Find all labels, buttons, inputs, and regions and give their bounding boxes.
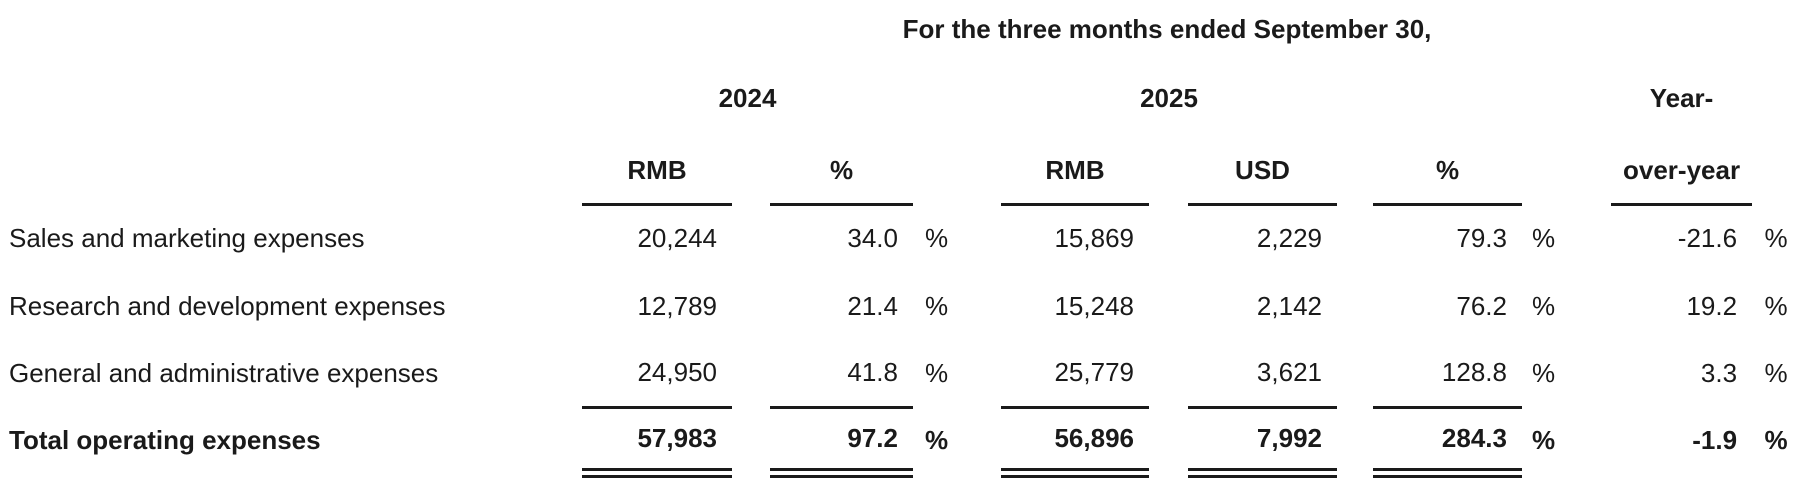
spacer-cell — [732, 340, 770, 407]
value-pct-2025: 79.3 — [1456, 223, 1507, 254]
col-header-rmb-2025: RMB — [1001, 138, 1149, 206]
spacer-cell — [0, 0, 582, 58]
total-yoy: -1.9 — [1692, 424, 1738, 455]
spacer-cell — [1565, 58, 1611, 138]
percent-sign: % — [1531, 222, 1556, 253]
spacer-cell — [1565, 204, 1611, 272]
value-rmb-2024: 24,950 — [582, 340, 732, 409]
year-2025-header: 2025 — [1140, 82, 1198, 113]
percent-sign: % — [1531, 358, 1556, 388]
percent-sign: % — [1764, 222, 1788, 253]
table-row: Sales and marketing expenses 20,244 34.0… — [0, 204, 1800, 272]
value-usd-2025: 2,229 — [1256, 223, 1322, 254]
percent-sign: % — [1764, 358, 1788, 388]
row-label: General and administrative expenses — [9, 358, 439, 388]
percent-sign: % — [1531, 424, 1556, 455]
spacer-cell — [1337, 272, 1373, 340]
value-pct-2024: 41.8 — [770, 340, 913, 409]
col-header-usd-2025: USD — [1188, 138, 1337, 206]
operating-expenses-table: For the three months ended September 30,… — [0, 0, 1800, 478]
table-title: For the three months ended September 30, — [902, 13, 1432, 44]
spacer-cell — [1752, 0, 1800, 58]
spacer-cell — [1565, 407, 1611, 473]
table-row: Research and development expenses 12,789… — [0, 272, 1800, 340]
value-usd-2025: 2,142 — [1256, 290, 1322, 321]
total-rmb-2024: 57,983 — [582, 407, 732, 478]
total-pct-2024: 97.2 — [770, 407, 913, 478]
spacer-cell — [0, 138, 582, 204]
total-pct-2025: 284.3 — [1373, 407, 1522, 478]
spacer-cell — [913, 58, 960, 138]
spacer-cell — [1337, 340, 1373, 407]
value-pct-2025: 76.2 — [1456, 290, 1507, 321]
value-rmb-2025: 15,248 — [1054, 290, 1134, 321]
table-title-row: For the three months ended September 30, — [0, 0, 1800, 58]
value-pct-2024: 21.4 — [847, 290, 898, 321]
spacer-cell — [1337, 58, 1373, 138]
spacer-cell — [1149, 272, 1188, 340]
value-pct-2025: 128.8 — [1373, 340, 1522, 409]
spacer-cell — [960, 407, 1001, 473]
total-row: Total operating expenses 57,983 97.2 % 5… — [0, 407, 1800, 478]
col-header-rmb-2024: RMB — [582, 138, 732, 206]
spacer-cell — [960, 272, 1001, 340]
spacer-cell — [960, 204, 1001, 272]
spacer-cell — [1337, 204, 1373, 272]
spacer-cell — [1149, 138, 1188, 204]
total-usd-2025: 7,992 — [1188, 407, 1337, 478]
total-row-label: Total operating expenses — [9, 424, 321, 455]
col-header-pct-2025: % — [1373, 138, 1522, 206]
column-header-row: RMB % RMB USD % over-year — [0, 138, 1800, 206]
spacer-cell — [1337, 138, 1373, 204]
spacer-cell — [1522, 58, 1565, 138]
spacer-cell — [1373, 58, 1522, 138]
percent-sign: % — [1531, 290, 1556, 321]
year-2024-header: 2024 — [718, 82, 777, 113]
value-rmb-2025: 25,779 — [1001, 340, 1149, 409]
spacer-cell — [1752, 58, 1800, 138]
total-rmb-2025: 56,896 — [1001, 407, 1149, 478]
year-header-row: 2024 2025 Year- — [0, 58, 1800, 138]
spacer-cell — [732, 204, 770, 272]
percent-sign: % — [924, 358, 949, 388]
spacer-cell — [913, 138, 960, 204]
spacer-cell — [1752, 138, 1800, 204]
value-rmb-2024: 12,789 — [637, 290, 717, 321]
value-yoy: -21.6 — [1677, 223, 1738, 254]
row-label: Research and development expenses — [9, 290, 446, 321]
spacer-cell — [960, 58, 1001, 138]
spacer-cell — [1565, 340, 1611, 407]
spacer-cell — [732, 138, 770, 204]
percent-sign: % — [1764, 424, 1788, 455]
percent-sign: % — [924, 290, 949, 321]
value-yoy: 19.2 — [1686, 290, 1738, 321]
yoy-header-line1: Year- — [1649, 82, 1714, 113]
value-yoy: 3.3 — [1700, 358, 1738, 388]
spacer-cell — [960, 340, 1001, 407]
value-usd-2025: 3,621 — [1188, 340, 1337, 409]
value-rmb-2025: 15,869 — [1054, 223, 1134, 254]
col-header-pct-2024: % — [770, 138, 913, 206]
value-pct-2024: 34.0 — [847, 223, 898, 254]
spacer-cell — [732, 272, 770, 340]
spacer-cell — [0, 58, 582, 138]
spacer-cell — [1149, 204, 1188, 272]
percent-sign: % — [924, 424, 949, 455]
spacer-cell — [1149, 340, 1188, 407]
spacer-cell — [1149, 407, 1188, 473]
yoy-header-line2: over-year — [1611, 138, 1753, 206]
spacer-cell — [1522, 138, 1565, 204]
row-label: Sales and marketing expenses — [9, 222, 365, 253]
percent-sign: % — [1764, 290, 1788, 321]
table-row: General and administrative expenses 24,9… — [0, 340, 1800, 409]
percent-sign: % — [924, 222, 949, 253]
spacer-cell — [960, 138, 1001, 204]
spacer-cell — [1565, 138, 1611, 204]
spacer-cell — [1337, 407, 1373, 473]
spacer-cell — [732, 407, 770, 473]
spacer-cell — [1565, 272, 1611, 340]
value-rmb-2024: 20,244 — [637, 223, 717, 254]
